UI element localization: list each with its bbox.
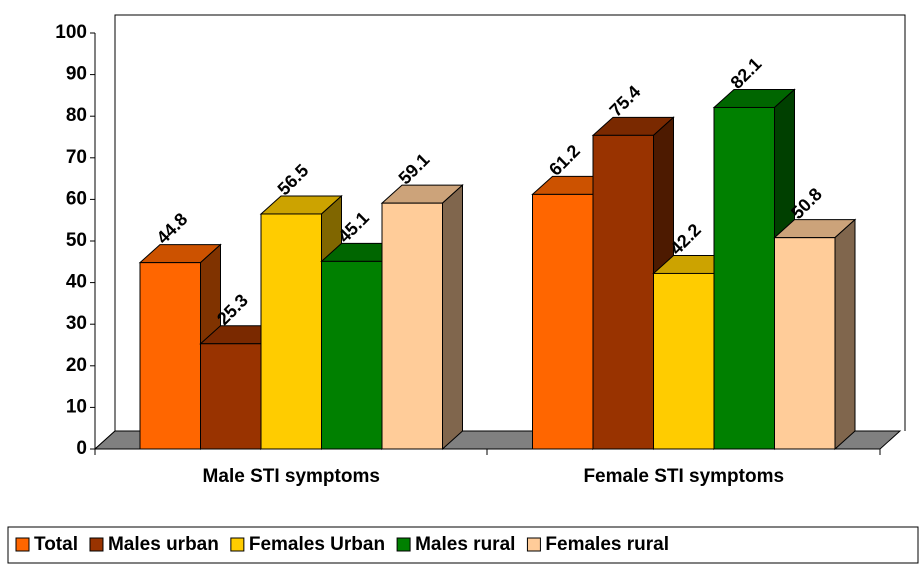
- legend-label: Females Urban: [249, 534, 385, 555]
- y-tick-label: 0: [76, 438, 87, 459]
- bar: [713, 106, 775, 450]
- y-tick-label: 100: [55, 22, 87, 43]
- data-label: 61.2: [545, 141, 584, 180]
- legend-swatch: [230, 537, 245, 552]
- legend-label: Total: [34, 534, 78, 555]
- y-tick-label: 10: [66, 396, 87, 417]
- x-tick-label: Female STI symptoms: [583, 466, 784, 487]
- bar: [260, 213, 322, 450]
- bar: [200, 343, 262, 450]
- data-label: 44.8: [153, 209, 192, 248]
- legend-swatch: [89, 537, 104, 552]
- legend-swatch: [396, 537, 411, 552]
- y-tick-label: 90: [66, 64, 87, 85]
- y-tick-label: 50: [66, 230, 87, 251]
- legend-label: Males urban: [108, 534, 219, 555]
- legend-label: Males rural: [415, 534, 515, 555]
- data-label: 75.4: [606, 82, 645, 121]
- y-tick-label: 80: [66, 105, 87, 126]
- bar: [774, 237, 836, 450]
- bar: [653, 272, 715, 450]
- data-label: 59.1: [395, 149, 434, 188]
- bar-side: [834, 218, 856, 451]
- bar: [381, 202, 443, 450]
- bar-side: [442, 184, 463, 451]
- bar: [592, 134, 654, 450]
- legend-swatch: [15, 537, 30, 552]
- y-tick-label: 70: [66, 147, 87, 168]
- y-tick-label: 30: [66, 313, 87, 334]
- legend-swatch: [526, 537, 541, 552]
- bar: [321, 260, 383, 450]
- legend-label: Females rural: [545, 534, 669, 555]
- y-tick-label: 60: [66, 188, 87, 209]
- data-label: 56.5: [274, 160, 313, 199]
- bar: [139, 262, 201, 450]
- x-tick-label: Male STI symptoms: [203, 466, 380, 487]
- y-tick-label: 40: [66, 272, 87, 293]
- y-tick-label: 20: [66, 355, 87, 376]
- data-label: 82.1: [727, 54, 766, 93]
- bar: [532, 193, 594, 450]
- legend-box: [7, 526, 919, 564]
